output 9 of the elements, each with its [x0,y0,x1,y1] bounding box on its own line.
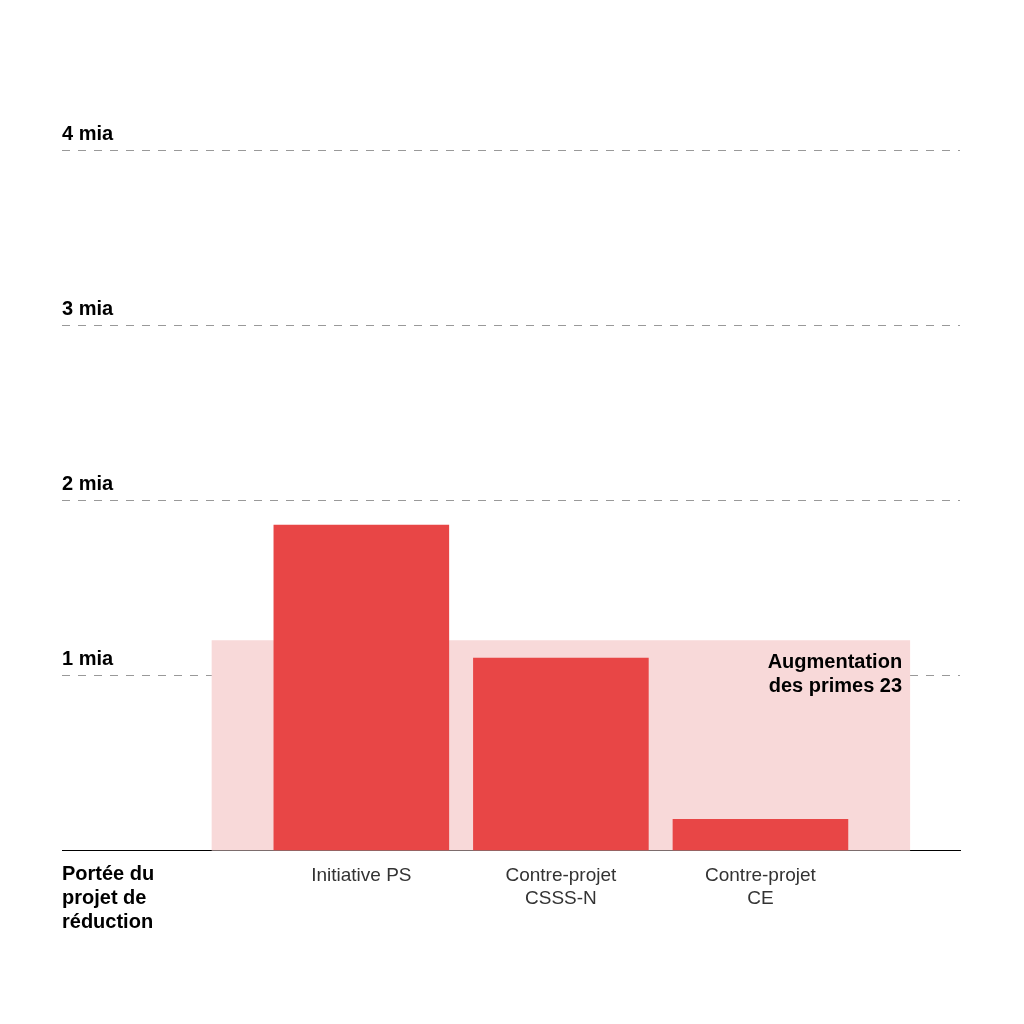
band-label: Augmentation des primes 23 [767,649,903,696]
y-tick-label: 2 mia [62,471,115,494]
x-axis-title: Portée du projet de réduction [62,861,155,932]
x-tick-label: Contre-projet CSSS-N [505,864,618,908]
x-tick-label: Contre-projet CE [705,864,817,908]
y-tick-label: 4 mia [62,121,115,144]
y-tick-label: 3 mia [62,296,115,319]
x-tick-label: Initiative PS [311,864,412,886]
y-tick-label: 1 mia [62,646,115,669]
